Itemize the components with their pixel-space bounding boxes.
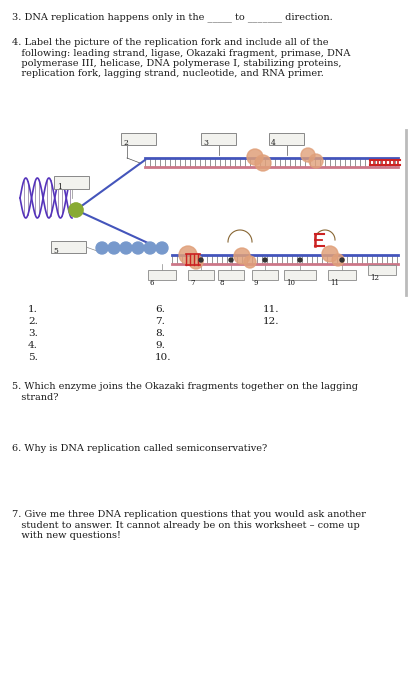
Text: 3.: 3. (28, 329, 38, 338)
Text: 2.: 2. (28, 317, 38, 326)
Circle shape (309, 154, 323, 168)
Circle shape (263, 258, 267, 262)
Text: 6: 6 (150, 279, 154, 287)
Text: 7. Give me three DNA replication questions that you would ask another: 7. Give me three DNA replication questio… (12, 510, 366, 519)
Text: 3. DNA replication happens only in the _____ to _______ direction.: 3. DNA replication happens only in the _… (12, 12, 333, 22)
Circle shape (199, 258, 203, 262)
Circle shape (244, 256, 256, 268)
Text: 4: 4 (271, 139, 276, 147)
Text: 9.: 9. (155, 341, 165, 350)
Text: 2: 2 (123, 139, 128, 147)
Text: strand?: strand? (12, 393, 59, 402)
Text: following: leading strand, ligase, Okazaki fragment, primase, DNA: following: leading strand, ligase, Okaza… (12, 48, 350, 57)
FancyBboxPatch shape (218, 270, 244, 280)
FancyBboxPatch shape (54, 176, 89, 188)
Text: 6. Why is DNA replication called semiconservative?: 6. Why is DNA replication called semicon… (12, 444, 267, 453)
Circle shape (144, 242, 156, 254)
Text: 12.: 12. (263, 317, 279, 326)
FancyBboxPatch shape (201, 132, 236, 144)
FancyBboxPatch shape (122, 132, 157, 144)
FancyBboxPatch shape (147, 270, 176, 280)
Text: 7: 7 (190, 279, 194, 287)
Text: 8.: 8. (155, 329, 165, 338)
FancyBboxPatch shape (368, 265, 396, 275)
Text: 1.: 1. (28, 305, 38, 314)
Circle shape (332, 254, 344, 266)
Circle shape (301, 148, 315, 162)
Text: 10: 10 (286, 279, 295, 287)
Circle shape (179, 246, 197, 264)
Circle shape (189, 255, 203, 269)
FancyBboxPatch shape (328, 270, 356, 280)
Text: 1: 1 (57, 183, 62, 191)
Circle shape (298, 258, 302, 262)
Circle shape (322, 246, 338, 262)
Circle shape (69, 203, 83, 217)
Circle shape (229, 258, 233, 262)
FancyBboxPatch shape (52, 241, 87, 253)
Text: 11.: 11. (263, 305, 279, 314)
Circle shape (340, 258, 344, 262)
Text: 8: 8 (220, 279, 225, 287)
FancyBboxPatch shape (284, 270, 316, 280)
Text: 5.: 5. (28, 353, 38, 362)
Text: replication fork, lagging strand, nucleotide, and RNA primer.: replication fork, lagging strand, nucleo… (12, 69, 324, 78)
Text: 11: 11 (330, 279, 339, 287)
Text: 5: 5 (53, 247, 58, 255)
FancyBboxPatch shape (269, 132, 304, 144)
Text: 4.: 4. (28, 341, 38, 350)
Circle shape (132, 242, 144, 254)
Text: 5. Which enzyme joins the Okazaki fragments together on the lagging: 5. Which enzyme joins the Okazaki fragme… (12, 382, 358, 391)
Circle shape (156, 242, 168, 254)
Text: 10.: 10. (155, 353, 171, 362)
Text: polymerase III, helicase, DNA polymerase I, stabilizing proteins,: polymerase III, helicase, DNA polymerase… (12, 59, 342, 68)
Circle shape (69, 203, 83, 217)
Circle shape (234, 248, 250, 264)
Circle shape (96, 242, 108, 254)
Text: 3: 3 (203, 139, 208, 147)
Text: 12: 12 (370, 274, 379, 282)
Text: 6.: 6. (155, 305, 165, 314)
Text: 4. Label the picture of the replication fork and include all of the: 4. Label the picture of the replication … (12, 38, 328, 47)
Text: student to answer. It cannot already be on this worksheet – come up: student to answer. It cannot already be … (12, 521, 360, 529)
Circle shape (255, 155, 271, 171)
Circle shape (108, 242, 120, 254)
FancyBboxPatch shape (188, 270, 214, 280)
Text: 9: 9 (254, 279, 258, 287)
FancyBboxPatch shape (252, 270, 278, 280)
Text: 7.: 7. (155, 317, 165, 326)
Text: with new questions!: with new questions! (12, 531, 121, 540)
Circle shape (247, 149, 263, 165)
Circle shape (120, 242, 132, 254)
